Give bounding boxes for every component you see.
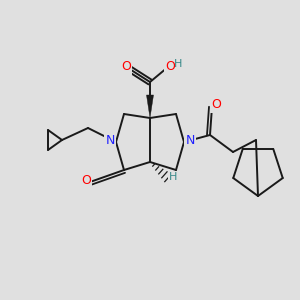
Text: O: O xyxy=(211,98,221,112)
Text: O: O xyxy=(165,59,175,73)
Text: N: N xyxy=(105,134,115,148)
Text: H: H xyxy=(174,59,182,69)
Polygon shape xyxy=(146,95,154,118)
Text: H: H xyxy=(169,172,177,182)
Text: O: O xyxy=(81,173,91,187)
Text: O: O xyxy=(121,61,131,74)
Text: N: N xyxy=(185,134,195,148)
